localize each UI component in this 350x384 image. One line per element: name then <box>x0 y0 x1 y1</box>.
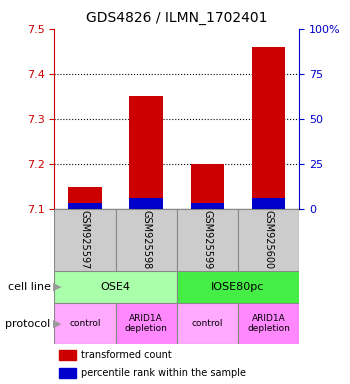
Title: GDS4826 / ILMN_1702401: GDS4826 / ILMN_1702401 <box>86 11 267 25</box>
Text: control: control <box>192 319 223 328</box>
Bar <box>238 303 299 344</box>
Bar <box>54 303 116 344</box>
Text: cell line: cell line <box>8 282 51 292</box>
Bar <box>190 202 224 209</box>
Text: ▶: ▶ <box>52 318 61 329</box>
Text: GSM925599: GSM925599 <box>202 210 212 270</box>
Bar <box>54 209 116 271</box>
Bar <box>238 209 299 271</box>
Bar <box>59 368 76 378</box>
Bar <box>129 198 163 209</box>
Text: control: control <box>69 319 101 328</box>
Bar <box>252 198 286 209</box>
Bar <box>68 187 102 209</box>
Bar <box>177 209 238 271</box>
Text: GSM925597: GSM925597 <box>80 210 90 270</box>
Text: ARID1A
depletion: ARID1A depletion <box>247 314 290 333</box>
Bar <box>59 350 76 360</box>
Bar <box>129 96 163 209</box>
Bar <box>190 164 224 209</box>
Text: percentile rank within the sample: percentile rank within the sample <box>81 368 246 378</box>
Bar <box>54 271 177 303</box>
Bar <box>68 202 102 209</box>
Bar <box>177 303 238 344</box>
Text: protocol: protocol <box>6 318 51 329</box>
Text: OSE4: OSE4 <box>100 282 131 292</box>
Bar <box>116 209 177 271</box>
Text: ARID1A
depletion: ARID1A depletion <box>125 314 168 333</box>
Bar <box>116 303 177 344</box>
Bar <box>177 271 299 303</box>
Text: transformed count: transformed count <box>81 350 172 360</box>
Text: ▶: ▶ <box>52 282 61 292</box>
Text: IOSE80pc: IOSE80pc <box>211 282 265 292</box>
Bar <box>252 47 286 209</box>
Text: GSM925600: GSM925600 <box>264 210 274 270</box>
Text: GSM925598: GSM925598 <box>141 210 151 270</box>
